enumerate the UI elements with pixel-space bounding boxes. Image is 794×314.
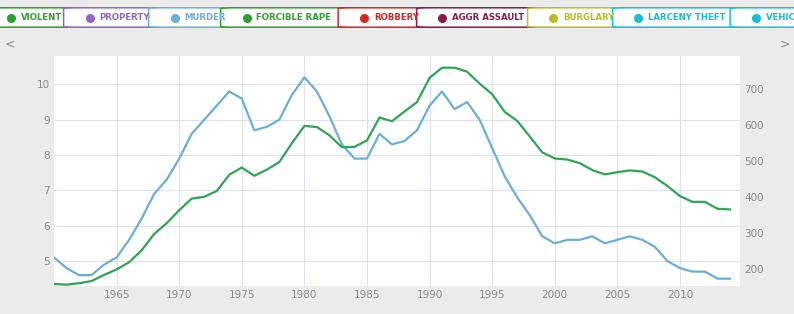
Text: MURDER: MURDER bbox=[184, 13, 226, 22]
Text: FORCIBLE RAPE: FORCIBLE RAPE bbox=[256, 13, 331, 22]
Text: <: < bbox=[4, 37, 15, 51]
FancyBboxPatch shape bbox=[730, 8, 794, 27]
FancyBboxPatch shape bbox=[338, 8, 443, 27]
FancyBboxPatch shape bbox=[221, 8, 365, 27]
Text: ROBBERY: ROBBERY bbox=[374, 13, 419, 22]
Text: >: > bbox=[779, 37, 790, 51]
FancyBboxPatch shape bbox=[613, 8, 757, 27]
Text: PROPERTY: PROPERTY bbox=[99, 13, 150, 22]
Text: VIOLENT: VIOLENT bbox=[21, 13, 62, 22]
Text: AGGR ASSAULT: AGGR ASSAULT bbox=[453, 13, 525, 22]
FancyBboxPatch shape bbox=[148, 8, 248, 27]
FancyBboxPatch shape bbox=[64, 8, 175, 27]
FancyBboxPatch shape bbox=[417, 8, 554, 27]
Text: VEHICLE THEFT: VEHICLE THEFT bbox=[766, 13, 794, 22]
FancyBboxPatch shape bbox=[528, 8, 639, 27]
Text: LARCENY THEFT: LARCENY THEFT bbox=[649, 13, 726, 22]
FancyBboxPatch shape bbox=[0, 8, 12, 27]
Text: BURGLARY: BURGLARY bbox=[564, 13, 615, 22]
FancyBboxPatch shape bbox=[0, 8, 91, 27]
